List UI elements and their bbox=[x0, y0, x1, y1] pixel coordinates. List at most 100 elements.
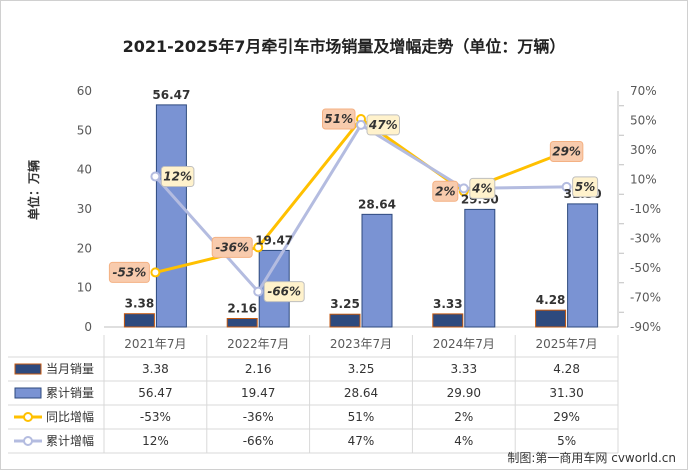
pct-label-box bbox=[432, 180, 459, 202]
legend-swatch-marker bbox=[23, 436, 33, 446]
line-point bbox=[356, 119, 366, 130]
x-tick-label: 2021年7月 bbox=[124, 337, 186, 351]
x-tick-label: 2022年7月 bbox=[227, 337, 289, 351]
table-cell: -66% bbox=[243, 434, 274, 448]
pct-label: -66% bbox=[267, 285, 301, 299]
pct-label: 4% bbox=[471, 181, 492, 195]
bar-cumulative bbox=[567, 203, 599, 328]
legend-swatch bbox=[14, 363, 42, 375]
bar-value-label: 3.25 bbox=[330, 297, 360, 311]
y-axis-label: 单位：万辆 bbox=[26, 160, 41, 220]
pct-label-box bbox=[366, 114, 400, 136]
line-point bbox=[458, 183, 469, 194]
table-cell: 3.25 bbox=[348, 362, 375, 376]
pct-label: 47% bbox=[368, 118, 398, 132]
line-point bbox=[561, 181, 572, 192]
table-cell: 47% bbox=[348, 434, 375, 448]
y-tick-label: 30 bbox=[77, 202, 92, 216]
table-cell: 29.90 bbox=[447, 386, 481, 400]
x-tick-label: 2025年7月 bbox=[536, 337, 598, 351]
credit-text: 制图:第一商用车网 cvworld.cn bbox=[507, 450, 676, 465]
y2-tick-label: 10% bbox=[630, 173, 657, 187]
bar-monthly bbox=[329, 313, 361, 328]
pct-label: 5% bbox=[575, 180, 595, 194]
y2-tick-label: -70% bbox=[630, 291, 661, 305]
table-cell: 2.16 bbox=[245, 362, 272, 376]
bar-cumulative bbox=[361, 213, 393, 328]
legend-label: 累计增幅 bbox=[46, 433, 94, 448]
x-tick-label: 2024年7月 bbox=[433, 337, 495, 351]
legend-swatch bbox=[14, 387, 42, 399]
pct-label-box bbox=[322, 108, 356, 130]
bar-monthly bbox=[432, 313, 464, 328]
bar-value-label: 28.64 bbox=[358, 197, 396, 211]
bar-value-label: 19.47 bbox=[255, 233, 293, 247]
pct-label-box bbox=[469, 177, 496, 199]
y-tick-label: 10 bbox=[77, 281, 92, 295]
y-axis-ticks: 0 10 20 30 40 50 60 bbox=[77, 84, 92, 334]
pct-label: 2% bbox=[435, 184, 455, 198]
table-cell: 51% bbox=[348, 410, 375, 424]
pct-label: -53% bbox=[113, 265, 147, 279]
y2-tick-label: -90% bbox=[630, 320, 661, 334]
table-cell: 4% bbox=[454, 434, 473, 448]
table-cell: 12% bbox=[142, 434, 169, 448]
table-cell: 56.47 bbox=[138, 386, 172, 400]
table-cell: 19.47 bbox=[241, 386, 275, 400]
bar-value-label: 3.38 bbox=[125, 297, 155, 311]
y2-tick-label: -30% bbox=[630, 232, 661, 246]
data-labels: 3.3856.472.1619.473.2528.643.3329.904.28… bbox=[108, 88, 602, 316]
table-cell: 5% bbox=[557, 434, 576, 448]
y-tick-label: 20 bbox=[77, 241, 92, 255]
bar-monthly bbox=[535, 309, 567, 328]
table-cell: 2% bbox=[454, 410, 473, 424]
y-tick-label: 50 bbox=[77, 123, 92, 137]
table-cell: 31.30 bbox=[549, 386, 583, 400]
y-tick-label: 40 bbox=[77, 163, 92, 177]
y2-axis-ticks: -90% -70% -50% -30% -10% 10% 30% 50% 70% bbox=[619, 84, 661, 334]
bar-monthly bbox=[123, 313, 155, 328]
pct-label: 51% bbox=[324, 112, 353, 126]
bar-cumulative bbox=[155, 104, 187, 328]
table-cell: 29% bbox=[553, 410, 580, 424]
table-cell: -36% bbox=[243, 410, 274, 424]
y2-tick-label: 30% bbox=[630, 143, 657, 157]
bar-cumulative bbox=[464, 208, 496, 328]
pct-label: -36% bbox=[215, 240, 249, 254]
pct-label-box bbox=[211, 236, 253, 258]
table-cell: 4.28 bbox=[553, 362, 580, 376]
legend-label: 当月销量 bbox=[46, 362, 94, 376]
table-cell: 28.64 bbox=[344, 386, 378, 400]
line-point bbox=[150, 171, 161, 182]
bar-monthly bbox=[226, 318, 258, 328]
pct-label-box bbox=[549, 140, 584, 162]
chart-title: 2021-2025年7月牵引车市场销量及增幅走势（单位：万辆） bbox=[123, 37, 566, 56]
pct-label-box bbox=[572, 176, 599, 198]
bar-value-label: 56.47 bbox=[152, 88, 190, 102]
legend-swatch-marker bbox=[23, 412, 33, 422]
bar-value-label: 2.16 bbox=[227, 302, 257, 316]
y2-tick-label: 70% bbox=[630, 84, 657, 98]
table-cell: 3.38 bbox=[142, 362, 169, 376]
pct-label-box bbox=[160, 166, 195, 188]
legend-label: 同比增幅 bbox=[46, 409, 94, 424]
line-point bbox=[150, 267, 161, 278]
line-point bbox=[253, 286, 264, 297]
y2-tick-label: -50% bbox=[630, 261, 661, 275]
x-tick-label: 2023年7月 bbox=[330, 337, 392, 351]
bar-value-label: 4.28 bbox=[536, 293, 566, 307]
legend-label: 累计销量 bbox=[46, 386, 94, 400]
y2-tick-label: -10% bbox=[630, 202, 661, 216]
pct-label: 29% bbox=[552, 144, 581, 158]
table-cell: -53% bbox=[140, 410, 171, 424]
pct-label-box bbox=[108, 261, 150, 283]
line-point bbox=[253, 242, 264, 253]
y2-tick-label: 50% bbox=[630, 114, 657, 128]
y-tick-label: 0 bbox=[84, 320, 92, 334]
table-cell: 3.33 bbox=[450, 362, 477, 376]
pct-label-box bbox=[263, 281, 305, 303]
bar-value-label: 3.33 bbox=[433, 297, 463, 311]
pct-label: 12% bbox=[163, 170, 192, 184]
